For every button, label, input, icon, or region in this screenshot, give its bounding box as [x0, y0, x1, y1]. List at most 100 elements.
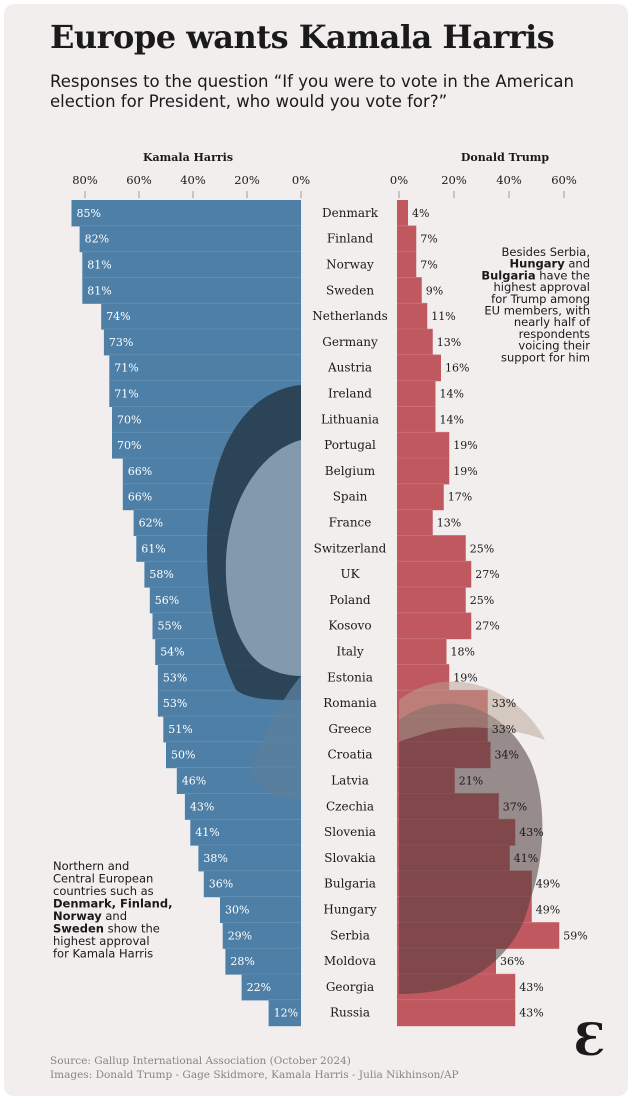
trump-bar-russia — [397, 999, 516, 1027]
country-label: Bulgaria — [324, 877, 376, 891]
harris-value-label: 50% — [171, 749, 195, 762]
harris-tick-label: 80% — [72, 173, 98, 187]
publisher-logo: Ɛ — [574, 1015, 606, 1066]
harris-bar-finland — [79, 225, 301, 253]
harris-value-label: 66% — [128, 465, 152, 478]
trump-bar-belgium — [397, 458, 450, 485]
harris-value-label: 58% — [149, 568, 173, 581]
harris-value-label: 71% — [114, 388, 138, 401]
trump-bar-austria — [397, 354, 441, 382]
harris-value-label: 22% — [247, 981, 271, 994]
harris-value-label: 30% — [225, 904, 249, 917]
harris-bar-czechia — [184, 793, 301, 820]
harris-tick-label: 20% — [234, 173, 260, 187]
harris-portrait-neck — [250, 676, 301, 800]
trump-value-label: 49% — [536, 904, 560, 917]
harris-tick-label: 40% — [180, 173, 206, 187]
harris-value-label: 43% — [190, 800, 214, 813]
harris-bar-georgia — [241, 974, 301, 1001]
harris-value-label: 38% — [203, 852, 227, 865]
trump-value-label: 43% — [519, 826, 543, 839]
harris-value-label: 66% — [128, 491, 152, 504]
trump-value-label: 19% — [453, 671, 477, 684]
trump-bar-italy — [397, 638, 447, 665]
harris-value-label: 28% — [230, 955, 254, 968]
country-label: Slovenia — [324, 825, 376, 839]
harris-bar-sweden — [82, 277, 301, 304]
trump-bar-uk — [397, 561, 472, 588]
trump-value-label: 33% — [492, 697, 516, 710]
footer-credits: Source: Gallup International Association… — [50, 1054, 459, 1082]
harris-value-label: 12% — [274, 1007, 298, 1020]
country-label: Portugal — [324, 438, 376, 452]
trump-value-label: 14% — [440, 388, 464, 401]
trump-value-label: 34% — [495, 749, 519, 762]
trump-value-label: 49% — [536, 878, 560, 891]
trump-value-label: 9% — [426, 284, 443, 297]
country-label: Romania — [323, 696, 377, 710]
harris-axis-title: Kamala Harris — [143, 151, 233, 164]
trump-tick-label: 20% — [441, 173, 467, 187]
harris-value-label: 53% — [163, 697, 187, 710]
country-label: Georgia — [326, 980, 374, 994]
harris-value-label: 29% — [228, 929, 252, 942]
trump-portrait-silhouette — [399, 703, 543, 994]
country-label: Latvia — [331, 774, 369, 788]
country-label: Czechia — [326, 799, 374, 813]
harris-bar-hungary — [220, 896, 301, 923]
harris-value-label: 82% — [85, 233, 109, 246]
trump-bar-ireland — [397, 380, 436, 407]
trump-bar-portugal — [397, 432, 450, 459]
country-label: UK — [340, 567, 360, 581]
harris-bar-austria — [109, 354, 301, 382]
harris-bar-norway — [82, 251, 301, 278]
country-label: Italy — [336, 645, 364, 659]
harris-annotation: Northern and Central European countries su… — [53, 859, 172, 961]
trump-value-label: 13% — [437, 517, 461, 530]
harris-value-label: 56% — [155, 594, 179, 607]
harris-value-label: 74% — [106, 310, 130, 323]
trump-portrait-hair — [399, 681, 545, 742]
country-label: Spain — [333, 490, 368, 504]
trump-value-label: 14% — [440, 413, 464, 426]
country-label: Norway — [326, 258, 374, 272]
trump-value-label: 13% — [437, 336, 461, 349]
trump-bar-germany — [397, 329, 433, 356]
country-label: Croatia — [327, 748, 372, 762]
country-label: Lithuania — [321, 412, 379, 426]
harris-value-label: 85% — [77, 207, 101, 220]
trump-bar-poland — [397, 587, 466, 614]
trump-value-label: 25% — [470, 542, 494, 555]
trump-bar-switzerland — [397, 535, 466, 562]
trump-tick-label: 40% — [496, 173, 522, 187]
harris-value-label: 54% — [160, 646, 184, 659]
trump-tick-label: 0% — [390, 173, 408, 187]
trump-value-label: 59% — [563, 929, 587, 942]
trump-value-label: 16% — [445, 362, 469, 375]
trump-value-label: 25% — [470, 594, 494, 607]
trump-value-label: 7% — [420, 233, 437, 246]
country-label: Kosovo — [328, 619, 371, 633]
trump-bar-denmark — [397, 200, 408, 227]
country-label: Poland — [329, 593, 371, 607]
harris-bar-bulgaria — [203, 870, 301, 898]
country-label: Netherlands — [312, 309, 388, 323]
trump-bar-lithuania — [397, 406, 436, 433]
harris-value-label: 81% — [87, 284, 111, 297]
image-credits-line: Images: Donald Trump - Gage Skidmore, Ka… — [50, 1069, 459, 1081]
trump-value-label: 36% — [500, 955, 524, 968]
country-label: Greece — [328, 722, 371, 736]
harris-bar-slovakia — [198, 845, 301, 872]
trump-annotation: Besides Serbia, Hungary and Bulgaria have … — [481, 245, 591, 364]
trump-value-label: 17% — [448, 491, 472, 504]
page-title: Europe wants Kamala Harris — [50, 18, 555, 56]
trump-value-label: 27% — [475, 568, 499, 581]
trump-axis-title: Donald Trump — [461, 151, 550, 164]
harris-value-label: 71% — [114, 362, 138, 375]
country-label: Belgium — [325, 464, 376, 478]
country-label: Hungary — [323, 903, 376, 917]
trump-value-label: 41% — [514, 852, 538, 865]
harris-bar-serbia — [222, 922, 301, 949]
harris-value-label: 41% — [195, 826, 219, 839]
